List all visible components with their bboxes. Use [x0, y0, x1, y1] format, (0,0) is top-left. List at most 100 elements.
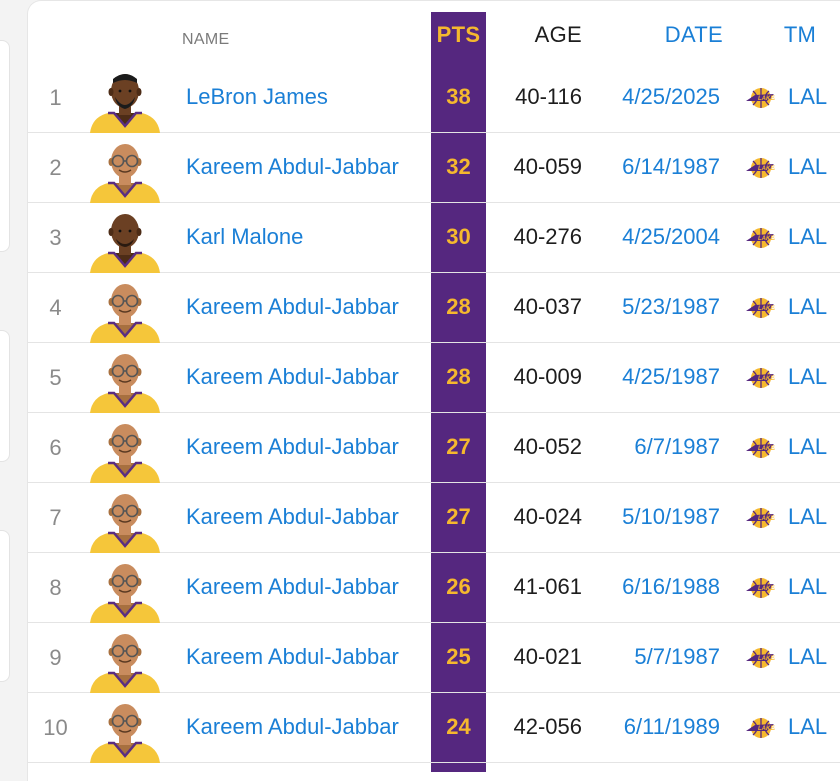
table-row: 7 Kareem Abdul-Jabbar 27 40-024 5/10/1987 LAK…: [28, 483, 840, 553]
points-value: 24: [446, 714, 471, 739]
game-date-link[interactable]: 5/23/1987: [622, 294, 720, 319]
pts-column-highlight: [431, 12, 486, 772]
game-date-link[interactable]: 4/25/1987: [622, 364, 720, 389]
header-tm[interactable]: TM: [783, 22, 817, 47]
rank-number: 1: [49, 85, 62, 110]
table-row: 9 Kareem Abdul-Jabbar 25 40-021 5/7/1987 LAKE…: [28, 623, 840, 693]
team-link[interactable]: LAL: [788, 434, 828, 459]
player-name-link[interactable]: Kareem Abdul-Jabbar: [186, 434, 399, 459]
player-headshot-icon: [86, 209, 164, 273]
player-name-link[interactable]: Kareem Abdul-Jabbar: [186, 364, 399, 389]
age-value: 40-024: [513, 504, 582, 529]
player-headshot-icon: [86, 489, 164, 553]
table-header: NAME PTS AGE DATE TM: [28, 1, 840, 63]
age-value: 40-037: [513, 294, 582, 319]
side-panel-card: [0, 40, 10, 252]
game-date-link[interactable]: 5/10/1987: [622, 504, 720, 529]
lakers-logo-icon: LAKERS: [745, 714, 783, 742]
player-headshot-icon: [86, 629, 164, 693]
header-pts[interactable]: PTS: [436, 22, 481, 47]
side-panel-card: [0, 330, 10, 462]
rank-number: 8: [49, 575, 62, 600]
table-row: 2 Kareem Abdul-Jabbar 32 40-059 6/14/1987 LAK…: [28, 133, 840, 203]
player-name-link[interactable]: Kareem Abdul-Jabbar: [186, 714, 399, 739]
rank-number: 7: [49, 505, 62, 530]
lakers-logo-icon: LAKERS: [745, 224, 783, 252]
rank-number: 5: [49, 365, 62, 390]
svg-text:LAKERS: LAKERS: [758, 726, 775, 732]
game-date-link[interactable]: 4/25/2025: [622, 84, 720, 109]
age-value: 40-021: [513, 644, 582, 669]
side-panel-card: [0, 530, 10, 682]
player-headshot-icon: [86, 69, 164, 133]
age-value: 40-009: [513, 364, 582, 389]
rank-number: 2: [49, 155, 62, 180]
table-row: 1 LeBron James 38 40-116 4/25/2025 LAKERS LAL: [28, 63, 840, 133]
header-age[interactable]: AGE: [534, 22, 582, 47]
points-value: 28: [446, 294, 471, 319]
svg-text:LAKERS: LAKERS: [758, 446, 775, 452]
team-link[interactable]: LAL: [788, 154, 828, 179]
rank-number: 10: [43, 715, 68, 740]
left-gutter: [0, 0, 22, 756]
lakers-logo-icon: LAKERS: [745, 644, 783, 672]
game-date-link[interactable]: 4/25/2004: [622, 224, 720, 249]
lakers-logo-icon: LAKERS: [745, 294, 783, 322]
player-name-link[interactable]: Kareem Abdul-Jabbar: [186, 504, 399, 529]
points-value: 27: [446, 434, 471, 459]
player-headshot-icon: [86, 699, 164, 763]
player-name-link[interactable]: LeBron James: [186, 84, 328, 109]
team-link[interactable]: LAL: [788, 504, 828, 529]
game-date-link[interactable]: 6/7/1987: [634, 434, 720, 459]
age-value: 40-276: [513, 224, 582, 249]
points-value: 38: [446, 84, 471, 109]
game-date-link[interactable]: 6/16/1988: [622, 574, 720, 599]
team-link[interactable]: LAL: [788, 574, 828, 599]
svg-text:LAKERS: LAKERS: [758, 236, 775, 242]
header-date[interactable]: DATE: [664, 22, 723, 47]
table-row: 3 Karl Malone 30 40-276 4/25/2004 LAKERS LAL: [28, 203, 840, 273]
team-link[interactable]: LAL: [788, 644, 828, 669]
team-link[interactable]: LAL: [788, 84, 828, 109]
player-headshot-icon: [86, 139, 164, 203]
svg-text:LAKERS: LAKERS: [758, 586, 775, 592]
game-date-link[interactable]: 6/14/1987: [622, 154, 720, 179]
team-link[interactable]: LAL: [788, 714, 828, 739]
game-date-link[interactable]: 6/11/1989: [623, 714, 720, 739]
team-link[interactable]: LAL: [788, 294, 828, 319]
rank-number: 3: [49, 225, 62, 250]
points-value: 32: [446, 154, 471, 179]
lakers-logo-icon: LAKERS: [745, 504, 783, 532]
age-value: 40-059: [513, 154, 582, 179]
player-name-link[interactable]: Kareem Abdul-Jabbar: [186, 154, 399, 179]
player-headshot-icon: [86, 279, 164, 343]
player-name-link[interactable]: Kareem Abdul-Jabbar: [186, 644, 399, 669]
rank-number: 6: [49, 435, 62, 460]
svg-text:LAKERS: LAKERS: [758, 516, 775, 522]
points-value: 26: [446, 574, 471, 599]
svg-text:LAKERS: LAKERS: [758, 166, 775, 172]
age-value: 40-052: [513, 434, 582, 459]
game-date-link[interactable]: 5/7/1987: [634, 644, 720, 669]
player-name-link[interactable]: Kareem Abdul-Jabbar: [186, 294, 399, 319]
header-name[interactable]: NAME: [182, 31, 230, 48]
points-value: 28: [446, 364, 471, 389]
svg-text:LAKERS: LAKERS: [758, 306, 775, 312]
player-name-link[interactable]: Kareem Abdul-Jabbar: [186, 574, 399, 599]
age-value: 41-061: [513, 574, 582, 599]
player-headshot-icon: [86, 419, 164, 483]
team-link[interactable]: LAL: [788, 224, 828, 249]
table-row: 5 Kareem Abdul-Jabbar 28 40-009 4/25/1987 LAK…: [28, 343, 840, 413]
lakers-logo-icon: LAKERS: [745, 364, 783, 392]
table-row: 10 Kareem Abdul-Jabbar 24 42-056 6/11/1989 LA…: [28, 693, 840, 763]
age-value: 42-056: [513, 714, 582, 739]
age-value: 40-116: [515, 84, 582, 109]
team-link[interactable]: LAL: [788, 364, 828, 389]
table-row: 8 Kareem Abdul-Jabbar 26 41-061 6/16/1988 LAK…: [28, 553, 840, 623]
svg-text:LAKERS: LAKERS: [758, 96, 775, 102]
player-name-link[interactable]: Karl Malone: [186, 224, 304, 249]
lakers-logo-icon: LAKERS: [745, 84, 783, 112]
lakers-logo-icon: LAKERS: [745, 574, 783, 602]
points-value: 30: [446, 224, 471, 249]
svg-text:LAKERS: LAKERS: [758, 656, 775, 662]
